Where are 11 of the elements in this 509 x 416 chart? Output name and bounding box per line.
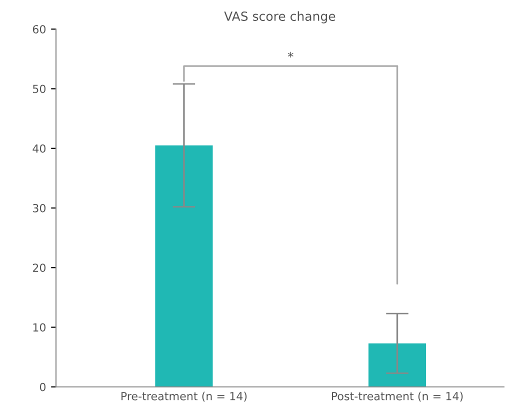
y-tick-label: 10 bbox=[33, 323, 46, 332]
y-tick-label: 20 bbox=[32, 264, 46, 272]
y-tick-label: 40 bbox=[32, 144, 46, 153]
y-tick-label: 50 bbox=[32, 84, 46, 94]
x-tick-label: Pre-treatment (n = 14) bbox=[121, 392, 247, 402]
x-tick-label: Post-treatment (n = 14) bbox=[332, 392, 463, 402]
y-tick-label: 0 bbox=[40, 382, 46, 392]
chart-title: VAS score change bbox=[224, 11, 336, 24]
annotation: * bbox=[288, 52, 294, 58]
y-tick-label: 60 bbox=[32, 25, 46, 34]
y-tick-label: 30 bbox=[32, 204, 46, 212]
